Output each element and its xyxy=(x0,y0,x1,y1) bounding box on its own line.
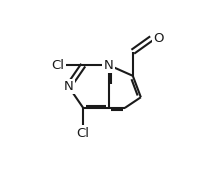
Text: N: N xyxy=(64,80,73,93)
Text: Cl: Cl xyxy=(77,127,90,140)
Text: Cl: Cl xyxy=(52,59,65,72)
Text: O: O xyxy=(153,32,163,45)
Text: N: N xyxy=(104,59,114,72)
